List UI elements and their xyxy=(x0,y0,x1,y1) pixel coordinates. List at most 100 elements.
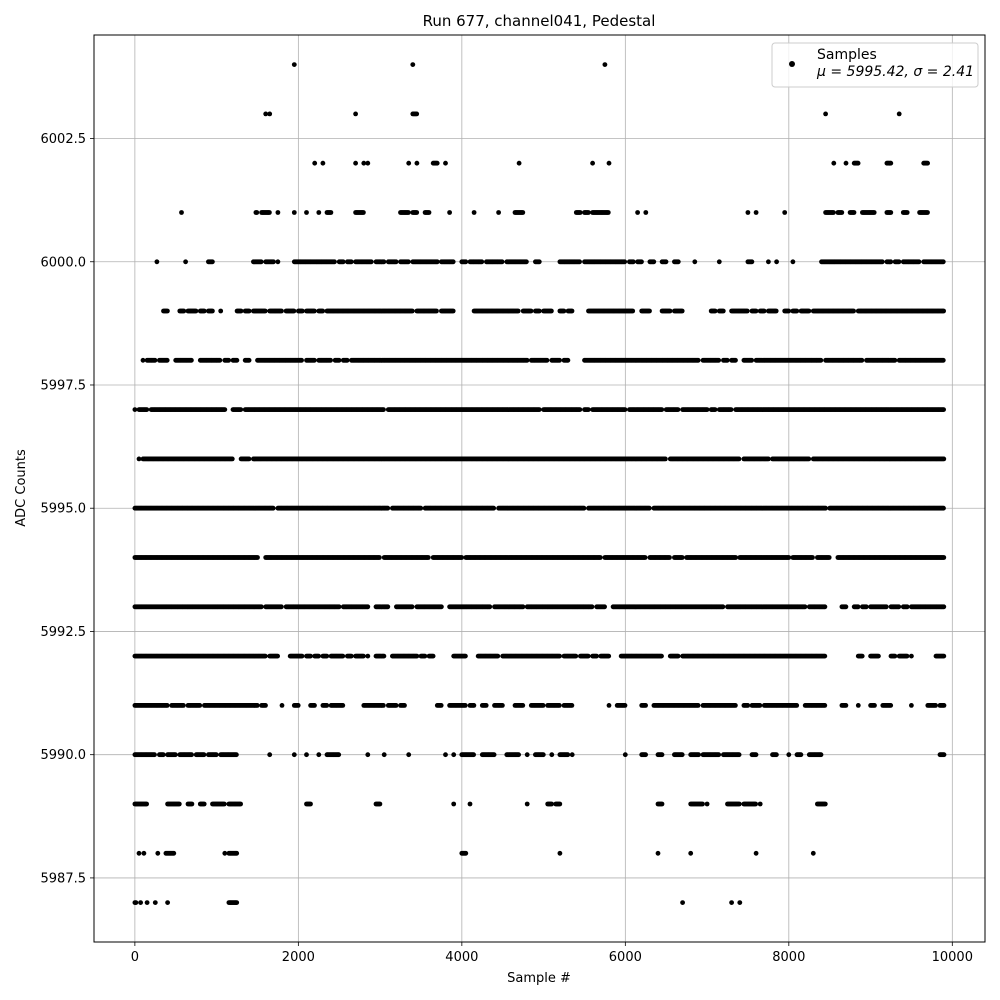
sample-point xyxy=(348,653,354,659)
sample-point xyxy=(430,653,436,659)
sample-point xyxy=(753,801,758,807)
sample-point xyxy=(557,703,562,708)
sample-point xyxy=(451,752,457,758)
sample-point xyxy=(736,752,742,758)
sample-point xyxy=(557,850,563,856)
sample-point xyxy=(270,505,276,511)
sample-point xyxy=(279,703,285,708)
sample-point xyxy=(904,604,910,610)
sample-point xyxy=(259,604,264,610)
sample-point xyxy=(152,900,158,905)
sample-point xyxy=(381,653,387,659)
sample-point xyxy=(557,801,563,807)
sample-point xyxy=(655,850,661,856)
sample-point xyxy=(336,752,342,758)
sample-point xyxy=(152,752,157,758)
samples-series xyxy=(132,62,947,905)
sample-point xyxy=(569,752,575,758)
sample-point xyxy=(495,653,501,659)
sample-point xyxy=(663,456,668,462)
sample-point xyxy=(642,555,648,560)
sample-point xyxy=(733,555,739,560)
sample-point xyxy=(520,604,526,610)
sample-point xyxy=(818,752,824,758)
sample-point xyxy=(786,555,792,560)
sample-point xyxy=(643,752,648,758)
sample-point xyxy=(406,752,412,758)
sample-point xyxy=(700,801,705,807)
sample-point xyxy=(802,604,808,610)
sample-point xyxy=(909,703,914,708)
sample-point xyxy=(822,703,828,708)
sample-point xyxy=(308,801,313,807)
sample-point xyxy=(246,456,252,462)
sample-point xyxy=(540,752,546,758)
sample-point xyxy=(255,555,260,560)
sample-point xyxy=(896,604,902,610)
sample-point xyxy=(324,653,330,659)
sample-point xyxy=(463,653,468,659)
sample-point xyxy=(316,653,321,659)
sample-point xyxy=(438,703,444,708)
sample-point xyxy=(659,653,664,659)
sample-point xyxy=(414,653,420,659)
sample-point xyxy=(462,703,468,708)
sample-point xyxy=(176,801,182,807)
sample-point xyxy=(275,653,280,659)
sample-point xyxy=(794,703,800,708)
sample-point xyxy=(520,703,526,708)
sample-point xyxy=(569,703,575,708)
sample-point xyxy=(238,407,244,412)
sample-point xyxy=(365,752,371,758)
sample-point xyxy=(425,555,431,560)
sample-point xyxy=(659,801,665,807)
sample-point xyxy=(863,604,869,610)
sample-point xyxy=(299,653,305,659)
sample-point xyxy=(132,407,138,412)
sample-point xyxy=(459,555,465,560)
sample-point xyxy=(872,703,877,708)
sample-point xyxy=(409,604,415,610)
sample-point xyxy=(381,752,387,758)
sample-point xyxy=(381,407,386,412)
sample-point xyxy=(443,752,448,758)
sample-point xyxy=(171,850,177,856)
sample-point xyxy=(304,752,309,758)
sample-point xyxy=(173,752,178,758)
sample-point xyxy=(843,703,849,708)
sample-point xyxy=(606,703,612,708)
sample-point xyxy=(581,505,587,511)
sample-point xyxy=(941,456,947,462)
sample-point xyxy=(524,801,530,807)
sample-point xyxy=(941,604,947,610)
sample-point xyxy=(822,653,828,659)
sample-point xyxy=(254,703,260,708)
sample-point xyxy=(647,505,652,511)
sample-point xyxy=(197,703,203,708)
sample-point xyxy=(822,801,828,807)
sample-point xyxy=(810,555,815,560)
sample-point xyxy=(540,703,546,708)
sample-point xyxy=(385,604,391,610)
sample-point xyxy=(155,850,161,856)
sample-point xyxy=(688,850,694,856)
sample-point xyxy=(487,604,493,610)
sample-point xyxy=(736,801,742,807)
sample-point xyxy=(463,850,469,856)
sample-point xyxy=(312,703,317,708)
sample-point xyxy=(766,456,771,462)
sample-point xyxy=(213,752,219,758)
sample-point xyxy=(222,407,228,412)
sample-point xyxy=(291,752,297,758)
sample-point xyxy=(324,703,330,708)
sample-point xyxy=(500,703,505,708)
sample-point xyxy=(549,801,554,807)
sample-point xyxy=(729,900,734,905)
sample-point xyxy=(675,653,681,659)
sample-point xyxy=(189,752,195,758)
sample-point xyxy=(843,604,849,610)
sample-point xyxy=(279,604,284,610)
sample-point xyxy=(340,703,346,708)
